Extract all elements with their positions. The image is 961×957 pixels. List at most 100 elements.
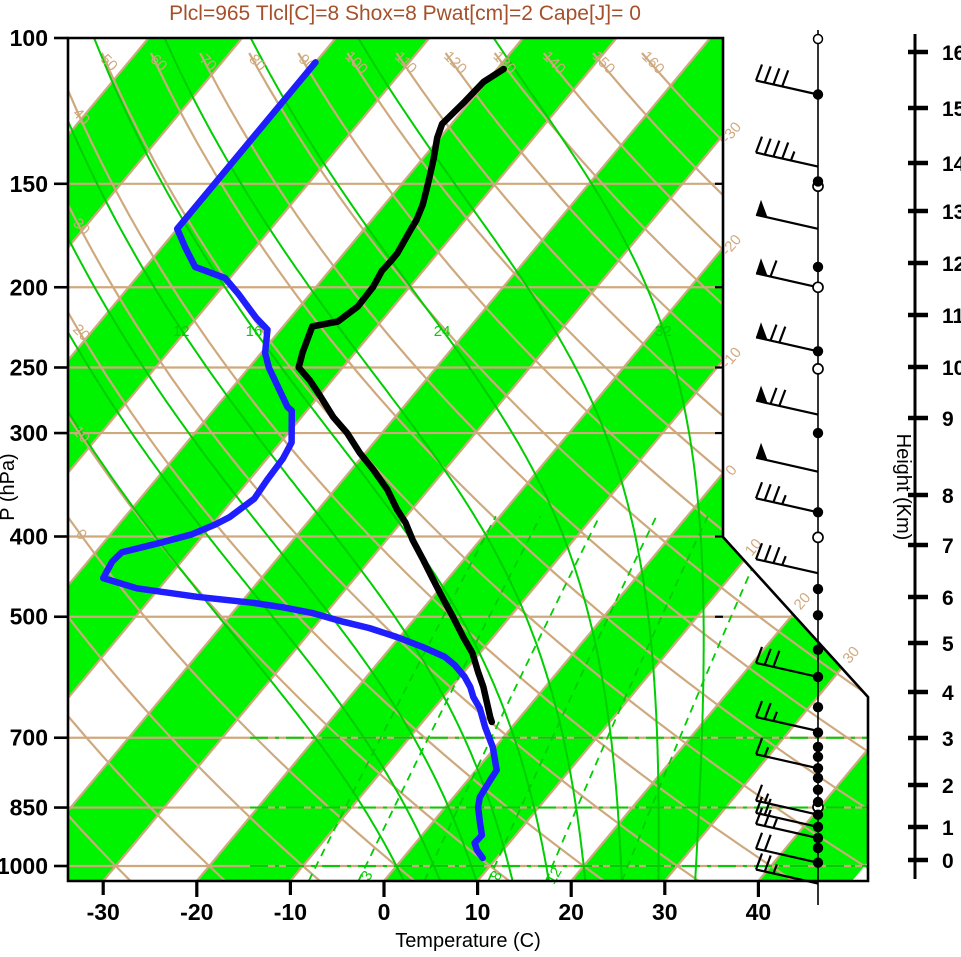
grid-label: 0 <box>722 462 740 479</box>
isotherm-line <box>68 38 431 881</box>
svg-text:-20: -20 <box>180 899 213 925</box>
svg-text:500: 500 <box>10 604 48 630</box>
mixing-ratio-line <box>357 515 542 881</box>
isotherm-line <box>68 38 618 881</box>
svg-text:16: 16 <box>942 42 961 65</box>
isotherm-band <box>571 38 868 881</box>
svg-text:13: 13 <box>942 201 961 224</box>
dewpoint-curve <box>99 59 500 862</box>
svg-text:150: 150 <box>10 171 48 197</box>
mixing-ratio-line <box>307 515 497 881</box>
wind-barbs <box>754 30 824 905</box>
isotherm-line <box>68 38 524 881</box>
svg-text:30: 30 <box>652 899 678 925</box>
svg-text:40: 40 <box>746 899 772 925</box>
temperature-curve <box>295 65 507 726</box>
moist-adiabat-line <box>492 38 705 881</box>
moist-adiabat-line <box>93 38 551 881</box>
svg-text:Height (Km): Height (Km) <box>892 434 914 541</box>
isotherm-band <box>68 38 617 881</box>
moist-adiabat-line <box>68 38 442 881</box>
svg-text:9: 9 <box>942 408 954 431</box>
grid-label: 10 <box>742 536 766 560</box>
dry-adiabat-line <box>542 52 868 881</box>
mixing-ratio-line <box>423 515 601 881</box>
dry-adiabat-line <box>68 52 226 881</box>
svg-text:1: 1 <box>942 817 954 840</box>
svg-text:3: 3 <box>942 728 954 751</box>
svg-text:2: 2 <box>942 775 954 798</box>
grid-label: 24 <box>434 323 451 340</box>
svg-text:15: 15 <box>942 98 961 121</box>
isotherm-band <box>758 38 868 881</box>
svg-text:250: 250 <box>10 354 48 380</box>
svg-text:10: 10 <box>942 357 961 380</box>
svg-text:14: 14 <box>942 153 961 176</box>
dry-adiabat-line <box>68 52 510 881</box>
moist-adiabat-line <box>68 38 478 881</box>
svg-text:0: 0 <box>942 850 954 873</box>
dry-adiabat-line <box>493 52 868 881</box>
svg-text:10: 10 <box>465 899 491 925</box>
moist-adiabat-line <box>68 38 406 881</box>
grid-label: 16 <box>246 323 263 340</box>
grid-label: 120 <box>440 48 470 78</box>
isotherm-line <box>570 38 868 881</box>
svg-text:Temperature (C): Temperature (C) <box>395 930 541 952</box>
isotherm-band <box>68 38 430 881</box>
dry-adiabat-line <box>68 52 605 881</box>
dry-adiabat-line <box>248 52 868 881</box>
chart-title: Plcl=965 Tlcl[C]=8 Shox=8 Pwat[cm]=2 Cap… <box>169 2 641 25</box>
svg-text:850: 850 <box>10 795 48 821</box>
isotherm-band <box>68 38 804 881</box>
svg-text:300: 300 <box>10 420 48 446</box>
svg-text:8: 8 <box>942 485 954 508</box>
svg-text:20: 20 <box>558 899 584 925</box>
dry-adiabat-line <box>199 52 868 881</box>
grid-label: 20 <box>791 589 815 613</box>
moist-adiabat-line <box>163 38 587 881</box>
svg-text:5: 5 <box>942 633 954 656</box>
dry-adiabat-line <box>68 52 795 881</box>
mixing-ratio-line <box>545 515 709 881</box>
pressure-axis: 100 150 200 250 300 400 500 700 850 1000 P (hPa) <box>0 25 68 879</box>
mixing-ratio-line <box>487 515 658 881</box>
svg-text:11: 11 <box>942 305 961 328</box>
isotherm-line <box>663 38 868 881</box>
svg-text:7: 7 <box>942 535 954 558</box>
dry-adiabat-line <box>592 52 868 881</box>
dry-adiabat-line <box>297 52 868 881</box>
isotherm-line <box>68 38 243 881</box>
svg-text:12: 12 <box>942 253 961 276</box>
isotherm-line <box>102 38 805 881</box>
grid-label: 32 <box>655 323 672 340</box>
svg-text:-10: -10 <box>274 899 307 925</box>
svg-text:1000: 1000 <box>0 853 48 879</box>
dry-adiabat-line <box>346 52 868 881</box>
svg-text:P (hPa): P (hPa) <box>0 453 19 520</box>
mixing-ratio-line <box>621 515 776 881</box>
grid-label: 160 <box>638 48 668 78</box>
svg-text:400: 400 <box>10 524 48 550</box>
grid-label: 12 <box>173 323 190 340</box>
temperature-axis: -30 -20 -10 0 10 20 30 40 Temperature (C) <box>87 881 772 952</box>
moist-adiabat-line <box>249 38 623 881</box>
moist-adiabat-line <box>68 38 514 881</box>
dry-adiabat-line <box>68 52 416 881</box>
moist-adiabat-line <box>357 38 660 881</box>
svg-text:6: 6 <box>942 587 954 610</box>
plot-frame <box>66 36 870 883</box>
svg-text:700: 700 <box>10 725 48 751</box>
svg-text:4: 4 <box>942 682 954 705</box>
dry-adiabat-line <box>68 52 321 881</box>
svg-text:0: 0 <box>378 899 391 925</box>
svg-text:-30: -30 <box>87 899 120 925</box>
svg-text:100: 100 <box>10 25 48 51</box>
svg-text:200: 200 <box>10 274 48 300</box>
grid-label: 30 <box>839 643 863 667</box>
isotherm-line <box>68 38 711 881</box>
